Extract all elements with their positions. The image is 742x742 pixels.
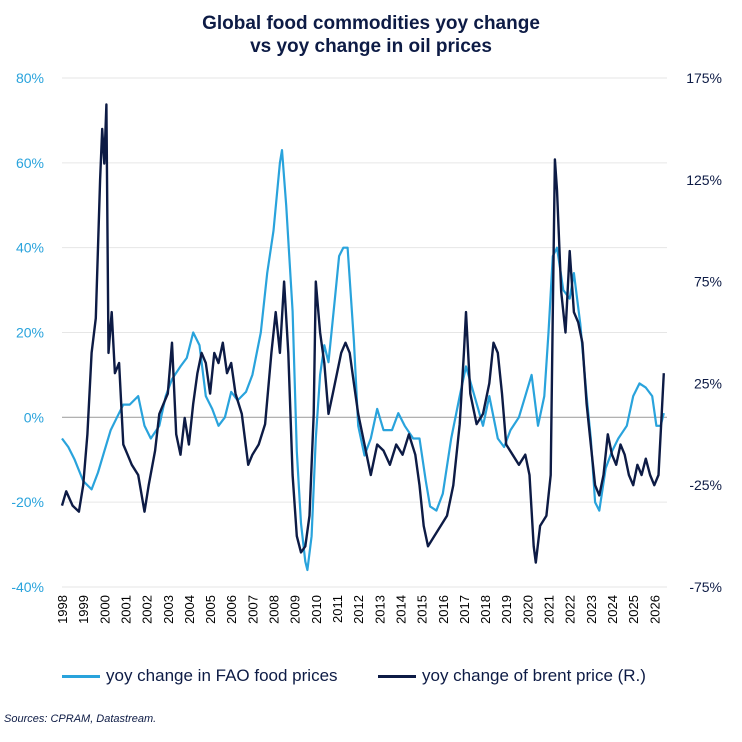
x-tick-label: 2000 xyxy=(97,595,112,624)
x-axis-ticks: 1998 1999 2000 2001 2002 2003 2004 2005 2006 2007… xyxy=(55,595,662,624)
x-tick-label: 2003 xyxy=(161,595,176,624)
right-tick-label: 125% xyxy=(686,172,722,188)
right-tick-label: 25% xyxy=(694,375,722,391)
gridlines xyxy=(62,77,667,588)
left-tick-label: 80% xyxy=(16,70,44,86)
right-tick-label: -25% xyxy=(689,477,722,493)
left-axis-ticks: -40% -20% 0% 20% 40% 60% 80% xyxy=(11,70,44,595)
series-line-food xyxy=(61,149,665,572)
right-tick-label: -75% xyxy=(689,579,722,595)
legend-label-food: yoy change in FAO food prices xyxy=(106,666,338,685)
right-tick-label: 75% xyxy=(694,274,722,290)
x-tick-label: 2022 xyxy=(563,595,578,624)
legend-swatch-food xyxy=(62,674,100,678)
x-tick-label: 2011 xyxy=(330,595,345,623)
left-tick-label: 0% xyxy=(24,409,44,425)
left-tick-label: 20% xyxy=(16,325,44,341)
legend-swatch-oil xyxy=(378,674,416,678)
x-tick-label: 2001 xyxy=(118,595,133,624)
legend-item-oil: yoy change of brent price (R.) xyxy=(378,666,646,686)
chart-title-line1: Global food commodities yoy change xyxy=(202,13,540,34)
x-tick-label: 2016 xyxy=(436,595,451,624)
left-tick-label: 40% xyxy=(16,240,44,256)
left-tick-label: -40% xyxy=(11,579,44,595)
x-tick-label: 2013 xyxy=(372,595,387,624)
x-tick-label: 2010 xyxy=(309,595,324,624)
x-tick-label: 1999 xyxy=(76,595,91,624)
x-tick-label: 2014 xyxy=(393,595,408,624)
x-tick-label: 2019 xyxy=(499,595,514,624)
x-tick-label: 2021 xyxy=(542,595,557,624)
x-tick-label: 2006 xyxy=(224,595,239,624)
x-tick-label: 2005 xyxy=(203,595,218,624)
left-tick-label: -20% xyxy=(11,494,44,510)
x-tick-label: 2018 xyxy=(478,595,493,624)
legend-label-oil: yoy change of brent price (R.) xyxy=(422,666,646,685)
x-tick-label: 2017 xyxy=(457,595,472,624)
x-tick-label: 2026 xyxy=(647,595,662,624)
source-note: Sources: CPRAM, Datastream. xyxy=(4,713,157,725)
x-tick-label: 2020 xyxy=(520,595,535,624)
x-tick-label: 1998 xyxy=(55,595,70,624)
left-tick-label: 60% xyxy=(16,155,44,171)
x-tick-label: 2007 xyxy=(245,595,260,624)
x-tick-label: 2009 xyxy=(288,595,303,624)
series-lines xyxy=(60,103,665,572)
x-tick-label: 2025 xyxy=(626,595,641,624)
x-tick-label: 2023 xyxy=(584,595,599,624)
right-axis-ticks: -75% -25% 25% 75% 125% 175% xyxy=(686,70,722,595)
x-tick-label: 2008 xyxy=(267,595,282,624)
x-tick-label: 2024 xyxy=(605,595,620,624)
legend: yoy change in FAO food prices yoy change… xyxy=(0,666,742,690)
series-line-oil xyxy=(60,103,665,564)
chart-title-line2: vs yoy change in oil prices xyxy=(250,36,492,57)
right-tick-label: 175% xyxy=(686,70,722,86)
line-chart: -40% -20% 0% 20% 40% 60% 80% -75% -25% 25% 75% 125… xyxy=(11,70,722,624)
x-tick-label: 2002 xyxy=(140,595,155,624)
x-tick-label: 2015 xyxy=(415,595,430,624)
legend-item-food: yoy change in FAO food prices xyxy=(62,666,338,686)
chart-title: Global food commodities yoy change vs yo… xyxy=(0,12,742,58)
x-tick-label: 2004 xyxy=(182,595,197,624)
x-tick-label: 2012 xyxy=(351,595,366,624)
